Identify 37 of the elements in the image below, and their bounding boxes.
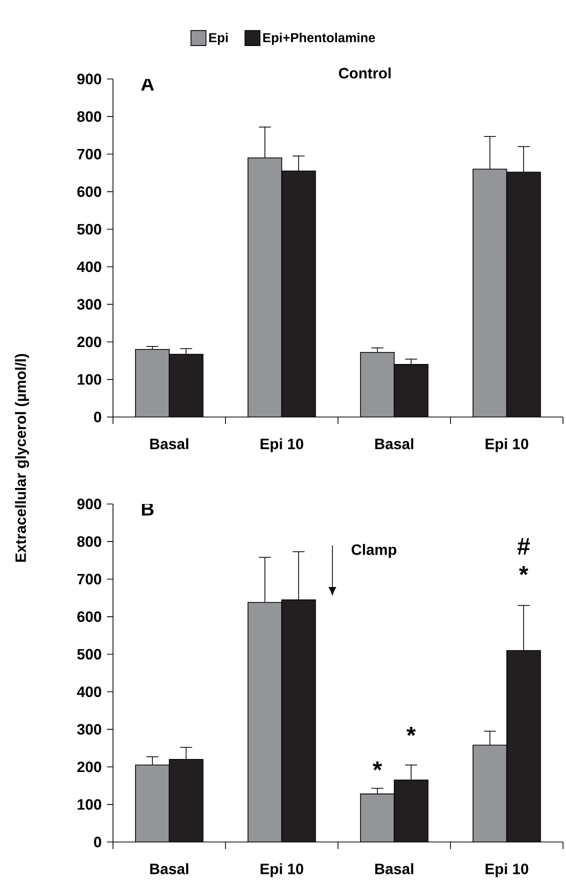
y-tick-label: 100 [78, 799, 102, 810]
y-tick-label: 700 [77, 574, 102, 584]
x-tick-label: Epi 10 [486, 438, 528, 452]
y-tick-label: 400 [76, 261, 102, 272]
y-tick-label: 500 [77, 648, 102, 660]
y-axis-title: Extracellular glycerol (µmol/l) [14, 354, 30, 562]
x-tick-label: Basal [375, 438, 414, 450]
y-tick-label: 200 [77, 762, 102, 772]
y-tick-label: 600 [77, 611, 102, 622]
y-tick-label: 600 [77, 186, 102, 197]
y-tick-label: 0 [94, 412, 102, 422]
y-tick-label: 700 [77, 148, 102, 160]
y-tick-label: 900 [77, 74, 102, 84]
chart-title: Control [338, 67, 391, 78]
y-tick-label: 900 [77, 498, 102, 510]
x-tick-label: Basal [150, 863, 188, 874]
x-tick-label: Basal [150, 438, 188, 450]
x-tick-label: Epi 10 [486, 863, 528, 878]
y-tick-label: 100 [78, 374, 102, 385]
y-tick-label: 200 [77, 336, 102, 348]
annotation: Clamp [352, 544, 396, 558]
annotation: # [517, 538, 530, 554]
y-tick-label: 0 [94, 836, 102, 848]
y-tick-label: 400 [76, 686, 102, 698]
x-tick-label: Epi 10 [260, 438, 304, 452]
y-tick-label: 300 [77, 299, 102, 310]
annotation: * [406, 726, 416, 736]
x-tick-label: Epi 10 [260, 863, 304, 878]
annotation: * [372, 761, 382, 770]
y-tick-label: 300 [77, 724, 102, 735]
x-tick-label: Basal [375, 863, 414, 874]
annotation: * [519, 566, 528, 576]
legend-label: Epi [209, 32, 228, 45]
legend-label: Epi+Phentolamine [263, 32, 376, 45]
y-tick-label: 800 [77, 536, 102, 547]
y-tick-label: 500 [77, 224, 102, 235]
y-tick-label: 800 [77, 111, 102, 122]
